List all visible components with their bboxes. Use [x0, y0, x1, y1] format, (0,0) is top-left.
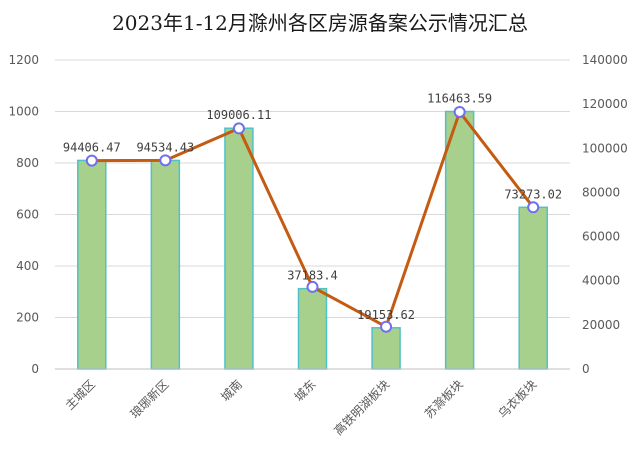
- data-label: 37183.4: [287, 269, 338, 283]
- bar: [77, 159, 107, 370]
- x-category-label: 乌衣板块: [495, 377, 540, 422]
- line-point: [232, 122, 245, 135]
- bar: [518, 206, 548, 370]
- bar: [297, 287, 328, 370]
- line-point: [306, 280, 319, 293]
- data-label: 109006.11: [206, 108, 271, 122]
- x-category-label: 主城区: [63, 377, 98, 412]
- x-category-label: 苏滁板块: [421, 377, 466, 422]
- bar: [371, 327, 401, 370]
- data-label: 94534.43: [136, 140, 194, 154]
- y-left-tick-label: 600: [16, 208, 39, 222]
- x-category-label: 城南: [217, 377, 245, 405]
- y-left-tick-label: 1200: [8, 53, 39, 67]
- y-right-tick-label: 40000: [582, 274, 620, 288]
- y-right-tick-label: 0: [582, 362, 590, 376]
- bar: [150, 159, 181, 370]
- line-point: [380, 320, 393, 333]
- line-point: [159, 154, 172, 167]
- x-category-label: 城东: [292, 377, 319, 404]
- line-point: [453, 105, 466, 118]
- y-right-tick-label: 140000: [582, 53, 628, 67]
- y-right-tick-label: 120000: [582, 97, 628, 111]
- bar: [444, 110, 475, 370]
- y-left-tick-label: 200: [16, 311, 39, 325]
- bar: [224, 127, 254, 370]
- y-left-tick-label: 0: [31, 362, 39, 376]
- bar-layer: [77, 110, 548, 370]
- data-label: 94406.47: [63, 140, 121, 154]
- chart-title: 2023年1-12月滁州各区房源备案公示情况汇总: [112, 11, 528, 35]
- label-layer: 94406.47 94534.43 109006.11 37183.4 19153.62…: [63, 92, 562, 322]
- y-right-tick-label: 100000: [582, 141, 628, 155]
- line-point: [85, 154, 98, 167]
- line-point: [527, 201, 540, 214]
- x-category-label: 琅琊新区: [127, 377, 172, 422]
- y-left-tick-label: 1000: [8, 105, 39, 119]
- x-category-label: 高铁明湖板块: [331, 377, 393, 439]
- data-label: 19153.62: [357, 308, 415, 322]
- y-left-tick-label: 400: [16, 259, 39, 273]
- data-label: 116463.59: [427, 92, 492, 106]
- y-right-tick-label: 20000: [582, 318, 620, 332]
- grid-layer: [55, 59, 570, 370]
- data-label: 73273.02: [504, 187, 562, 201]
- y-right-tick-label: 60000: [582, 230, 620, 244]
- y-left-tick-label: 800: [16, 156, 39, 170]
- line-layer: [85, 105, 540, 333]
- y-right-tick-label: 80000: [582, 185, 620, 199]
